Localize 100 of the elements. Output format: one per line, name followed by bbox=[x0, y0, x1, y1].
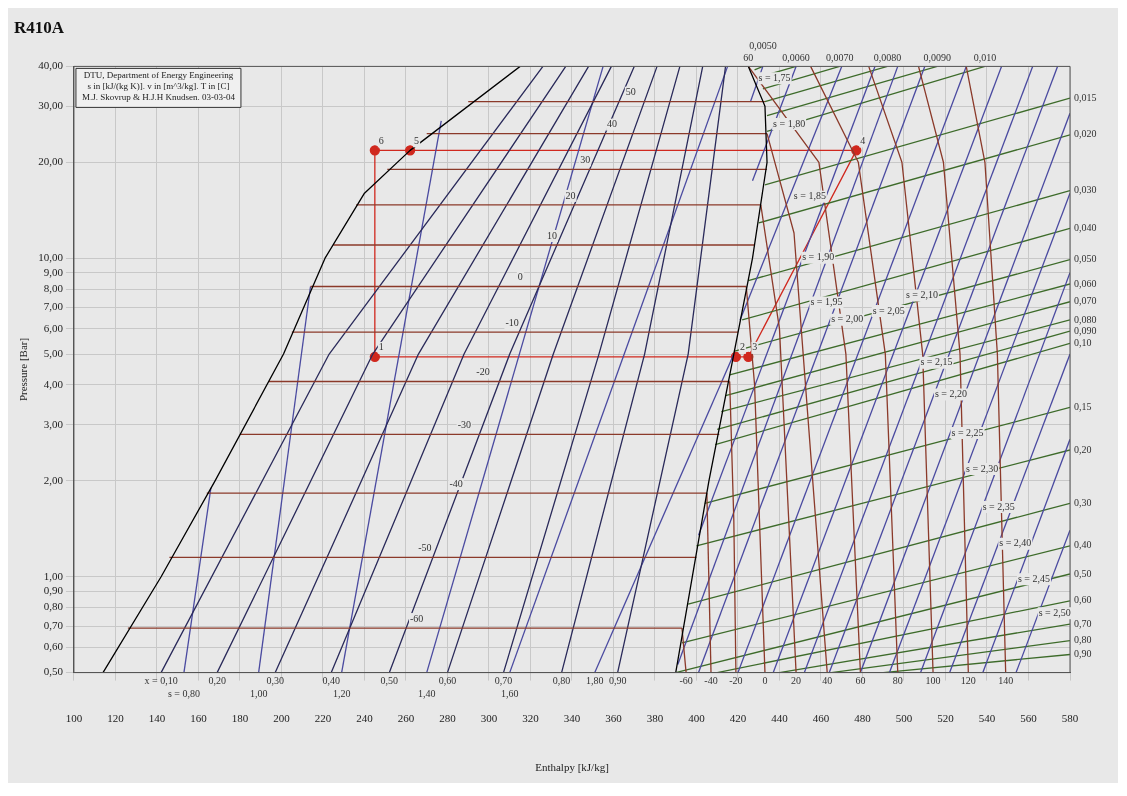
annotation: 140 bbox=[998, 675, 1014, 687]
annotation: 1 bbox=[378, 341, 384, 353]
y-tick-label: 0,60 bbox=[43, 640, 64, 653]
x-tick-label: 460 bbox=[812, 712, 830, 725]
annotation: 0 bbox=[517, 271, 523, 283]
annotation: 0,60 bbox=[1074, 594, 1092, 606]
annotation: 0,50 bbox=[1074, 567, 1092, 579]
annotation: 0,030 bbox=[1074, 184, 1097, 196]
annotation: s = 2,35 bbox=[982, 500, 1015, 512]
annotation: 0,50 bbox=[380, 675, 399, 687]
annotation: 0,0060 bbox=[782, 52, 810, 64]
annotation: DTU, Department of Energy Engineering bbox=[83, 70, 234, 81]
annotation: -60 bbox=[679, 675, 693, 687]
annotation: s = 1,90 bbox=[802, 251, 835, 263]
x-tick-label: 540 bbox=[978, 712, 996, 725]
y-tick-label: 0,80 bbox=[43, 600, 64, 613]
annotation: s = 1,75 bbox=[758, 71, 791, 83]
annotation: s = 2,40 bbox=[999, 537, 1032, 549]
y-tick-label: 4,00 bbox=[43, 377, 64, 390]
y-tick-label: 20,00 bbox=[38, 155, 64, 168]
x-tick-label: 320 bbox=[522, 712, 540, 725]
annotation: -40 bbox=[449, 477, 463, 489]
annotation: 1,40 bbox=[417, 688, 436, 700]
annotation: 0,60 bbox=[438, 675, 457, 687]
annotation: 0,0080 bbox=[873, 52, 902, 64]
x-tick-label: 100 bbox=[65, 712, 83, 725]
x-tick-label: 420 bbox=[729, 712, 747, 725]
annotation: 4 bbox=[860, 134, 866, 146]
x-tick-label: 220 bbox=[314, 712, 332, 725]
annotation: 5 bbox=[414, 134, 420, 146]
annotation: M.J. Skovrup & H.J.H Knudsen. 03-03-04 bbox=[81, 92, 236, 103]
y-tick-label: 5,00 bbox=[43, 346, 64, 359]
annotation: 0,20 bbox=[1074, 443, 1092, 455]
annotation: s = 1,80 bbox=[773, 117, 806, 129]
y-tick-label: 10,00 bbox=[38, 251, 64, 264]
x-tick-label: 140 bbox=[148, 712, 166, 725]
x-tick-label: 160 bbox=[190, 712, 208, 725]
annotation: 0,80 bbox=[552, 675, 571, 687]
annotation: s = 2,20 bbox=[934, 388, 967, 400]
annotation: 0,090 bbox=[1074, 324, 1097, 336]
annotation: 0,15 bbox=[1074, 401, 1092, 413]
annotation: 120 bbox=[960, 675, 976, 687]
annotation: 0 bbox=[762, 675, 768, 687]
y-tick-label: 2,00 bbox=[43, 473, 64, 486]
annotation: 0,040 bbox=[1074, 222, 1097, 234]
x-tick-label: 500 bbox=[895, 712, 913, 725]
annotation: 0,015 bbox=[1074, 91, 1097, 103]
y-tick-label: 0,70 bbox=[43, 618, 64, 631]
x-tick-label: 120 bbox=[107, 712, 125, 725]
y-tick-label: 0,90 bbox=[43, 584, 64, 597]
annotation: 3 bbox=[752, 341, 758, 353]
x-tick-label: 560 bbox=[1020, 712, 1038, 725]
annotation: s = 2,10 bbox=[905, 289, 938, 301]
y-tick-label: 6,00 bbox=[43, 321, 64, 334]
annotation: 20 bbox=[791, 675, 802, 687]
annotation: 1,60 bbox=[500, 688, 519, 700]
annotation: 0,30 bbox=[266, 675, 284, 687]
annotation: 60 bbox=[743, 52, 754, 64]
y-tick-label: 7,00 bbox=[43, 300, 64, 313]
annotation: 6 bbox=[378, 134, 384, 146]
annotation: 0,20 bbox=[208, 675, 226, 687]
x-tick-label: 340 bbox=[563, 712, 581, 725]
annotation: 0,80 bbox=[1074, 634, 1092, 646]
y-tick-label: 8,00 bbox=[43, 281, 64, 294]
y-tick-label: 1,00 bbox=[43, 569, 64, 582]
y-tick-label: 9,00 bbox=[43, 265, 64, 278]
annotation: 0,0050 bbox=[749, 40, 777, 52]
annotation: -10 bbox=[505, 316, 519, 328]
annotation: s = 2,05 bbox=[872, 304, 905, 316]
annotation: 2 bbox=[739, 341, 745, 353]
y-tick-label: 30,00 bbox=[38, 99, 64, 112]
annotation: 0,90 bbox=[608, 675, 627, 687]
annotation: 1,80 bbox=[586, 675, 604, 687]
x-tick-label: 580 bbox=[1061, 712, 1079, 725]
annotation: 30 bbox=[580, 154, 591, 166]
x-tick-label: 200 bbox=[273, 712, 291, 725]
annotation: s in [kJ/(kg K)]. v in [m^3/kg]. T in [C] bbox=[87, 81, 230, 92]
x-tick-label: 400 bbox=[688, 712, 706, 725]
annotation: s = 2,00 bbox=[831, 313, 864, 325]
annotation: 40 bbox=[822, 675, 833, 687]
annotation: -20 bbox=[476, 366, 490, 378]
annotation: s = 2,15 bbox=[920, 356, 953, 368]
annotation: 0,010 bbox=[973, 52, 997, 64]
x-tick-label: 440 bbox=[771, 712, 789, 725]
annotation: s = 1,85 bbox=[793, 190, 826, 202]
x-tick-label: 280 bbox=[439, 712, 457, 725]
annotation: 0,70 bbox=[494, 675, 513, 687]
annotation: 0,90 bbox=[1074, 648, 1092, 660]
annotation: 1,00 bbox=[249, 688, 268, 700]
x-tick-label: 180 bbox=[231, 712, 249, 725]
annotation: 0,020 bbox=[1074, 128, 1097, 140]
x-tick-label: 480 bbox=[854, 712, 872, 725]
annotation: 100 bbox=[925, 675, 941, 687]
annotation: 50 bbox=[625, 86, 636, 98]
annotation: 0,40 bbox=[1074, 539, 1092, 551]
annotation: x = 0,10 bbox=[144, 675, 178, 687]
y-tick-label: 0,50 bbox=[43, 665, 64, 678]
annotation: s = 2,25 bbox=[951, 426, 984, 438]
x-tick-label: 520 bbox=[937, 712, 955, 725]
annotation: -40 bbox=[704, 675, 718, 687]
